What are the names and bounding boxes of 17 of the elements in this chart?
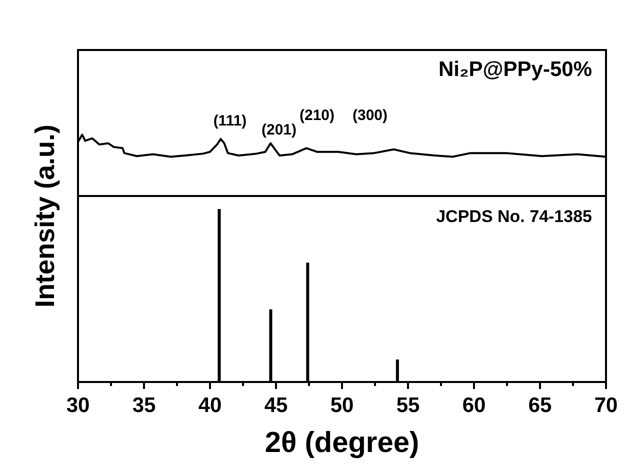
x-axis-title: 2θ (degree) (264, 427, 420, 459)
text: JCPDS No. 74-1385 (436, 207, 592, 226)
x-tick-label: 70 (594, 394, 618, 417)
x-tick-label: 35 (132, 394, 156, 417)
annotation: (201) (261, 121, 297, 138)
x-tick-label: 30 (66, 394, 90, 417)
text: Ni₂P@PPy-50% (438, 58, 592, 81)
x-tick-label: 55 (396, 394, 420, 417)
text: (300) (352, 106, 388, 124)
x-tick-label: 65 (528, 394, 552, 417)
x-tick-label: 50 (330, 394, 354, 417)
x-tick-label: 45 (264, 394, 288, 417)
x-tick-label: 60 (462, 394, 486, 417)
x-tick-label: 40 (198, 394, 222, 417)
text: (210) (299, 106, 335, 124)
y-axis-title: Intensity (a.u.) (30, 124, 60, 308)
text: (111) (213, 112, 247, 130)
